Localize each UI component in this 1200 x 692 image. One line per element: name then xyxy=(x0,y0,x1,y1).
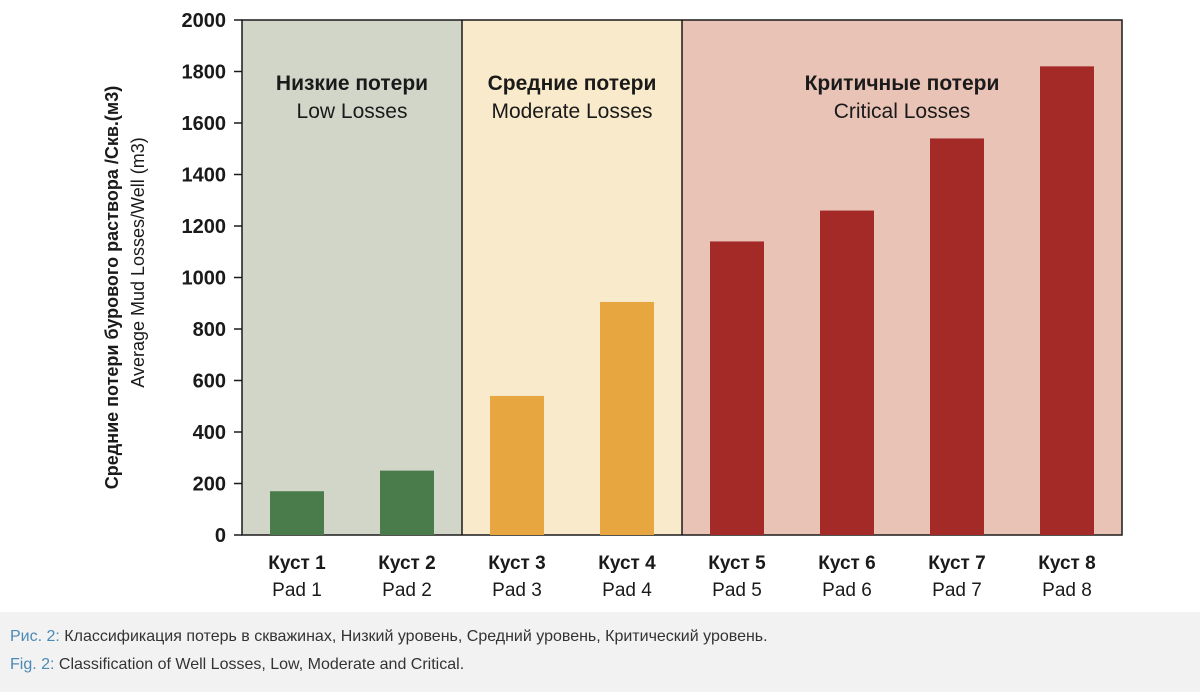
caption-english-prefix: Fig. 2: xyxy=(10,656,55,673)
zone-title-en-1: Low Losses xyxy=(297,100,408,123)
bar-4 xyxy=(600,301,654,535)
x-label-ru-8: Куст 8 xyxy=(1038,553,1095,574)
x-label-ru-1: Куст 1 xyxy=(268,553,326,574)
bar-2 xyxy=(380,470,434,535)
y-tick-label-800: 800 xyxy=(193,319,226,341)
caption-russian-text: Классификация потерь в скважинах, Низкий… xyxy=(59,628,768,645)
y-axis-title-ru: Средние потери бурового раствора /Скв.(м… xyxy=(102,86,122,489)
x-label-ru-3: Куст 3 xyxy=(488,553,545,574)
zone-title-en-2: Moderate Losses xyxy=(491,100,652,123)
x-label-en-1: Pad 1 xyxy=(272,580,322,601)
bar-3 xyxy=(490,395,544,535)
x-label-en-3: Pad 3 xyxy=(492,580,542,601)
y-tick-label-0: 0 xyxy=(215,525,226,547)
caption-russian: Рис. 2: Классификация потерь в скважинах… xyxy=(10,628,768,646)
bar-5 xyxy=(710,241,764,535)
x-label-en-4: Pad 4 xyxy=(602,580,652,601)
caption-english-text: Classification of Well Losses, Low, Mode… xyxy=(54,656,465,673)
x-axis-labels: Куст 1 Pad 1 Куст 2 Pad 2 Куст 3 Pad 3 Куст 4 P… xyxy=(268,553,1095,601)
figure-caption: Рис. 2: Классификация потерь в скважинах… xyxy=(0,612,1200,692)
bars xyxy=(270,66,1094,536)
caption-english: Fig. 2: Classification of Well Losses, L… xyxy=(10,656,464,674)
x-label-ru-6: Куст 6 xyxy=(818,553,875,574)
x-label-en-7: Pad 7 xyxy=(932,580,982,601)
bar-8 xyxy=(1040,66,1094,535)
y-tick-label-1800: 1800 xyxy=(182,62,227,84)
x-label-ru-4: Куст 4 xyxy=(598,553,656,574)
zone-title-ru-1: Низкие потери xyxy=(276,72,428,95)
y-axis: 0 200 400 600 800 1000 1200 1400 1600 1800 2000 xyxy=(182,10,242,547)
x-label-ru-7: Куст 7 xyxy=(928,553,985,574)
mud-losses-bar-chart: Низкие потери Low Losses Средние потери Mod… xyxy=(102,10,1123,601)
y-axis-title: Средние потери бурового раствора /Скв.(м… xyxy=(102,86,148,489)
x-label-en-5: Pad 5 xyxy=(712,580,762,601)
zone-background-1 xyxy=(242,20,462,535)
y-tick-label-1200: 1200 xyxy=(182,216,227,238)
loss-zones: Низкие потери Low Losses Средние потери Mod… xyxy=(241,19,1123,536)
x-label-ru-2: Куст 2 xyxy=(378,553,435,574)
caption-russian-prefix: Рис. 2: xyxy=(10,628,60,645)
x-label-en-8: Pad 8 xyxy=(1042,580,1092,601)
y-tick-label-400: 400 xyxy=(193,422,226,444)
x-label-ru-5: Куст 5 xyxy=(708,553,766,574)
y-tick-label-1600: 1600 xyxy=(182,113,227,135)
y-tick-label-600: 600 xyxy=(193,371,226,393)
y-tick-label-1000: 1000 xyxy=(182,268,227,290)
bar-7 xyxy=(930,138,984,535)
bar-1 xyxy=(270,491,324,535)
bar-6 xyxy=(820,210,874,536)
y-axis-title-en: Average Mud Losses/Well (m3) xyxy=(128,137,148,387)
y-tick-label-200: 200 xyxy=(193,474,226,496)
x-label-en-2: Pad 2 xyxy=(382,580,432,601)
zone-title-en-3: Critical Losses xyxy=(834,100,971,123)
zone-title-ru-2: Средние потери xyxy=(488,72,657,95)
y-tick-label-2000: 2000 xyxy=(182,10,227,32)
y-tick-label-1400: 1400 xyxy=(182,165,227,187)
x-label-en-6: Pad 6 xyxy=(822,580,872,601)
zone-title-ru-3: Критичные потери xyxy=(805,72,1000,95)
